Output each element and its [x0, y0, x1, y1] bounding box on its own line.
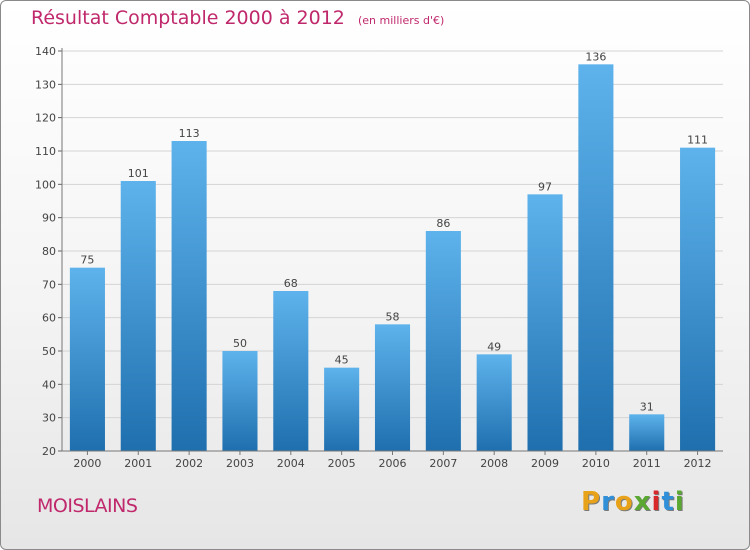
data-label: 101: [128, 167, 149, 180]
bar-2010: [578, 64, 614, 452]
bar-2009: [527, 194, 563, 452]
data-label: 58: [386, 310, 400, 323]
bar-2011: [629, 414, 665, 451]
data-label: 49: [487, 340, 501, 353]
x-tick-label: 2007: [429, 457, 457, 470]
logo-letter: t: [661, 487, 675, 517]
x-tick-label: 2012: [684, 457, 712, 470]
logo-letter: r: [601, 487, 615, 517]
bar-2012: [680, 147, 716, 451]
y-tick-label: 20: [42, 445, 56, 458]
logo-letter: i: [651, 487, 662, 517]
logo-letter: P: [581, 487, 602, 517]
proxiti-logo: Proxiti: [581, 487, 685, 517]
data-label: 136: [585, 50, 606, 63]
y-tick-label: 90: [42, 212, 56, 225]
data-label: 75: [80, 254, 94, 267]
bar-2008: [476, 354, 512, 451]
data-label: 97: [538, 180, 552, 193]
data-label: 111: [687, 134, 708, 147]
y-tick-label: 130: [35, 78, 56, 91]
logo-letter: o: [614, 487, 634, 517]
x-tick-label: 2001: [124, 457, 152, 470]
x-tick-label: 2009: [531, 457, 559, 470]
y-tick-label: 80: [42, 245, 56, 258]
bar-2002: [171, 141, 207, 451]
bar-2001: [120, 181, 156, 451]
x-tick-label: 2002: [175, 457, 203, 470]
data-label: 50: [233, 337, 247, 350]
x-tick-label: 2006: [379, 457, 407, 470]
x-tick-label: 2003: [226, 457, 254, 470]
logo-letter: x: [633, 487, 652, 517]
title-main: Résultat Comptable 2000 à 2012: [31, 7, 345, 29]
x-tick-label: 2010: [582, 457, 610, 470]
bar-2004: [273, 291, 309, 451]
x-tick-label: 2011: [633, 457, 661, 470]
town-name: MOISLAINS: [37, 495, 138, 517]
y-tick-label: 100: [35, 178, 56, 191]
y-tick-label: 70: [42, 278, 56, 291]
logo-letter: i: [674, 487, 685, 517]
y-tick-label: 30: [42, 412, 56, 425]
y-tick-label: 110: [35, 145, 56, 158]
chart-title: Résultat Comptable 2000 à 2012 (en milli…: [31, 7, 444, 29]
y-tick-label: 120: [35, 112, 56, 125]
y-tick-label: 40: [42, 378, 56, 391]
x-tick-label: 2000: [73, 457, 101, 470]
data-label: 113: [179, 127, 200, 140]
title-unit: (en milliers d'€): [357, 14, 445, 27]
y-tick-label: 60: [42, 312, 56, 325]
y-tick-label: 50: [42, 345, 56, 358]
data-label: 31: [640, 400, 654, 413]
y-tick-label: 140: [35, 45, 56, 58]
data-label: 45: [335, 354, 349, 367]
data-label: 68: [284, 277, 298, 290]
bar-2000: [69, 267, 105, 451]
x-tick-label: 2004: [277, 457, 305, 470]
bar-2006: [374, 324, 411, 451]
data-label: 86: [436, 217, 450, 230]
x-tick-label: 2008: [480, 457, 508, 470]
bar-2005: [324, 367, 360, 451]
bar-2003: [222, 351, 258, 451]
x-tick-label: 2005: [328, 457, 356, 470]
bar-2007: [425, 231, 461, 451]
